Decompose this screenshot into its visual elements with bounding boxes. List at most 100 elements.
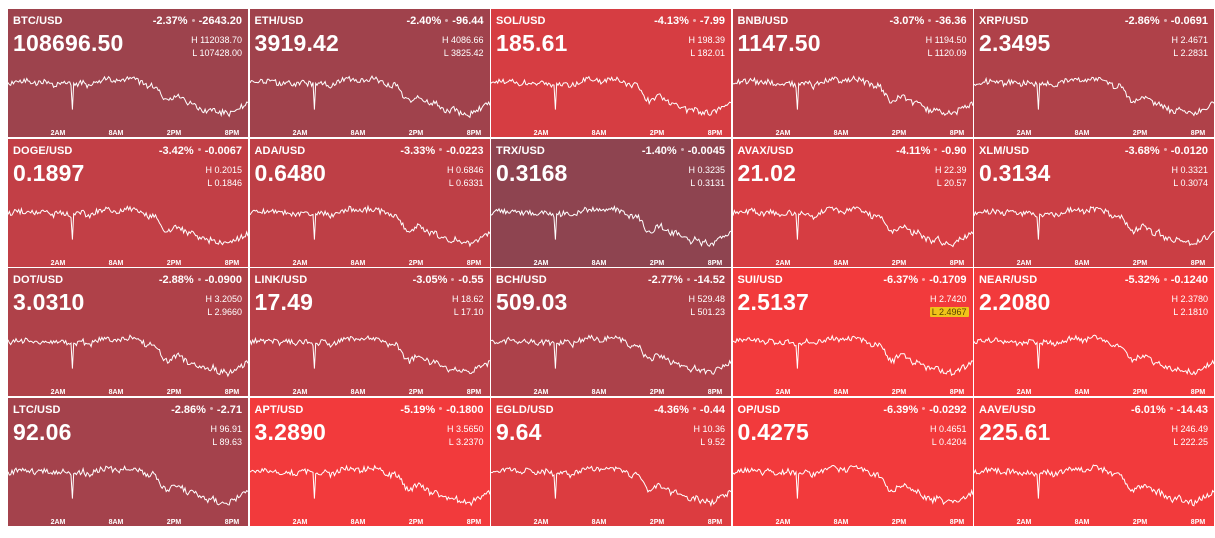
ticker-price: 21.02 (737, 159, 797, 186)
ticker-symbol: XRP/USD (979, 15, 1029, 27)
ticker-tile-apt[interactable]: 2AM 8AM 2PM 8PM APT/USD -5.19% -0.1800 3.2890 H … (249, 397, 490, 526)
separator-dot-icon (445, 18, 449, 22)
time-axis-label: 8AM (350, 519, 365, 526)
ticker-tile-xrp[interactable]: 2AM 8AM 2PM 8PM XRP/USD -2.86% -0.0691 2.3495 H … (974, 9, 1214, 137)
ticker-change: -3.33% -0.0223 (400, 145, 483, 157)
ticker-tile-doge[interactable]: 2AM 8AM 2PM 8PM DOGE/USD -3.42% -0.0067 0.1897 H… (8, 138, 248, 267)
time-axis-label: 2PM (1133, 260, 1148, 267)
ticker-tile-bnb[interactable]: 2AM 8AM 2PM 8PM BNB/USD -3.07% -36.36 1147.50 H … (732, 9, 973, 137)
ticker-tile-sol[interactable]: 2AM 8AM 2PM 8PM SOL/USD -4.13% -7.99 185.61 H 19… (491, 9, 731, 137)
day-high: H 246.49 (1171, 423, 1208, 434)
time-axis-label: 8AM (592, 260, 607, 267)
ticker-tile-trx[interactable]: 2AM 8AM 2PM 8PM TRX/USD -1.40% -0.0045 0.3168 H … (491, 138, 731, 267)
price-sparkline: 2AM 8AM 2PM 8PM (491, 334, 731, 396)
separator-dot-icon (1163, 277, 1167, 281)
separator-dot-icon (692, 18, 696, 22)
time-axis-label: 2AM (1017, 389, 1032, 396)
ticker-tile-xlm[interactable]: 2AM 8AM 2PM 8PM XLM/USD -3.68% -0.0120 0.3134 H … (974, 138, 1214, 267)
time-axis-label: 8AM (1075, 130, 1090, 137)
absolute-change: -0.55 (458, 274, 484, 286)
day-high: H 22.39 (934, 164, 967, 175)
time-axis-label: 2PM (1133, 519, 1148, 526)
ticker-price: 3.2890 (254, 418, 327, 445)
ticker-symbol: SOL/USD (496, 15, 546, 27)
ticker-tile-egld[interactable]: 2AM 8AM 2PM 8PM EGLD/USD -4.36% -0.44 9.64 H 10.… (491, 397, 731, 526)
day-high: H 2.3780 (1171, 294, 1208, 304)
percent-change: -1.40% (641, 144, 677, 157)
sparkline-path (8, 464, 248, 505)
day-high: H 198.39 (688, 35, 725, 45)
time-axis-label: 8PM (225, 130, 240, 137)
day-high: H 4086.66 (441, 35, 484, 45)
day-high: H 0.2015 (205, 164, 242, 175)
absolute-change: -0.0045 (687, 144, 725, 157)
sparkline-path (732, 464, 973, 505)
absolute-change: -0.1240 (1170, 274, 1208, 286)
ticker-symbol: LINK/USD (254, 274, 308, 286)
ticker-symbol: SUI/USD (737, 274, 783, 286)
time-axis-label: 2AM (1017, 519, 1032, 526)
ticker-price: 3919.42 (254, 30, 340, 56)
separator-dot-icon (928, 18, 932, 22)
sparkline-path (249, 75, 490, 119)
ticker-change: -3.05% -0.55 (413, 274, 484, 286)
ticker-tile-bch[interactable]: 2AM 8AM 2PM 8PM BCH/USD -2.77% -14.52 509.03 H 5… (491, 268, 731, 396)
sparkline-path (491, 204, 731, 247)
absolute-change: -14.43 (1176, 403, 1208, 416)
ticker-tile-sui[interactable]: 2AM 8AM 2PM 8PM SUI/USD -6.37% -0.1709 2.5137 H … (732, 268, 973, 396)
time-axis-label: 2AM (1017, 130, 1032, 137)
absolute-change: -0.44 (699, 403, 725, 416)
time-axis-label: 8PM (949, 389, 964, 396)
ticker-tile-avax[interactable]: 2AM 8AM 2PM 8PM AVAX/USD -4.11% -0.90 21.02 H 22… (732, 138, 973, 267)
time-axis-label: 8PM (708, 130, 723, 137)
price-sparkline: 2AM 8AM 2PM 8PM (8, 204, 248, 267)
separator-dot-icon (686, 277, 690, 281)
absolute-change: -2.71 (216, 403, 242, 416)
ticker-symbol: BTC/USD (13, 15, 63, 27)
time-axis-label: 2AM (534, 519, 549, 526)
day-high: H 0.3321 (1171, 164, 1208, 175)
ticker-symbol: XLM/USD (979, 144, 1030, 157)
time-axis-label: 8AM (350, 130, 365, 137)
absolute-change: -0.90 (941, 144, 967, 157)
ticker-tile-dot[interactable]: 2AM 8AM 2PM 8PM DOT/USD -2.88% -0.0900 3.0310 H … (8, 268, 248, 396)
ticker-tile-link[interactable]: 2AM 8AM 2PM 8PM LINK/USD -3.05% -0.55 17.49 H 18… (249, 268, 490, 396)
day-low: L 20.57 (936, 177, 967, 188)
time-axis-label: 8PM (708, 389, 723, 396)
ticker-change: -2.86% -2.71 (171, 404, 242, 416)
time-axis-label: 2PM (167, 130, 182, 137)
ticker-symbol: DOGE/USD (13, 144, 73, 157)
ticker-symbol: LTC/USD (13, 403, 61, 416)
price-sparkline: 2AM 8AM 2PM 8PM (732, 75, 973, 137)
absolute-change: -7.99 (699, 15, 725, 27)
ticker-tile-btc[interactable]: 2AM 8AM 2PM 8PM BTC/USD -2.37% -2643.20 108696.… (8, 9, 248, 137)
day-high: H 1194.50 (925, 35, 967, 45)
ticker-tile-ada[interactable]: 2AM 8AM 2PM 8PM ADA/USD -3.33% -0.0223 0.6480 H … (249, 138, 490, 267)
ticker-change: -3.68% -0.0120 (1125, 145, 1208, 157)
ticker-price: 0.6480 (254, 159, 327, 186)
time-axis-label: 8PM (225, 389, 240, 396)
day-low: L 1120.09 (927, 48, 967, 58)
ticker-tile-ltc[interactable]: 2AM 8AM 2PM 8PM LTC/USD -2.86% -2.71 92.06 H 96.… (8, 397, 248, 526)
sparkline-path (974, 334, 1214, 376)
day-low: L 9.52 (700, 436, 725, 447)
absolute-change: -0.1800 (446, 403, 484, 416)
day-low: L 17.10 (453, 307, 484, 317)
ticker-tile-op[interactable]: 2AM 8AM 2PM 8PM OP/USD -6.39% -0.0292 0.4275 H 0… (732, 397, 973, 526)
time-axis-label: 8AM (1075, 519, 1090, 526)
ticker-change: -2.86% -0.0691 (1125, 15, 1208, 27)
ticker-symbol: AAVE/USD (979, 403, 1036, 416)
ticker-price: 3.0310 (13, 289, 85, 315)
absolute-change: -0.0223 (446, 144, 484, 157)
ticker-symbol: EGLD/USD (496, 403, 554, 416)
day-high: H 3.2050 (205, 294, 242, 304)
day-low: L 0.6331 (448, 177, 484, 188)
ticker-tile-aave[interactable]: 2AM 8AM 2PM 8PM AAVE/USD -6.01% -14.43 225.61 H … (974, 397, 1214, 526)
ticker-tile-near[interactable]: 2AM 8AM 2PM 8PM NEAR/USD -5.32% -0.1240 2.2080 H… (974, 268, 1214, 396)
price-sparkline: 2AM 8AM 2PM 8PM (8, 464, 248, 526)
ticker-tile-eth[interactable]: 2AM 8AM 2PM 8PM ETH/USD -2.40% -96.44 3919.42 H … (249, 9, 490, 137)
separator-dot-icon (692, 407, 696, 411)
percent-change: -6.39% (883, 403, 919, 416)
separator-dot-icon (1163, 18, 1167, 22)
time-axis-label: 2AM (292, 130, 307, 137)
